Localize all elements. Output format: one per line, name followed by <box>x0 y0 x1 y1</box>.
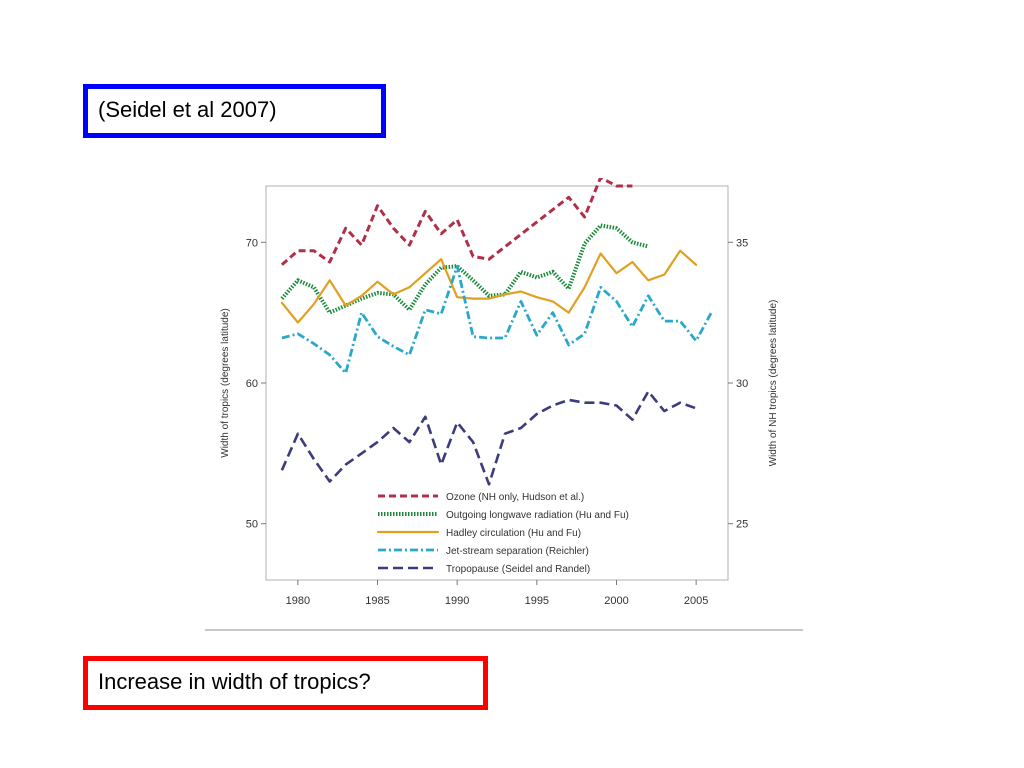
y-tick-label-left: 50 <box>246 519 258 531</box>
citation-box: (Seidel et al 2007) <box>83 84 386 138</box>
y-tick-label-left: 60 <box>246 378 258 390</box>
y-tick-label-right: 35 <box>736 237 748 249</box>
axis-ticks: 1980 1985 1990 1995 2000 2005 50 60 70 25 30 35 <box>246 237 749 607</box>
x-tick-label: 1985 <box>365 595 389 607</box>
y-axis-label-left: Width of tropics (degrees latitude) <box>220 308 231 458</box>
legend-label-2: Hadley circulation (Hu and Fu) <box>446 528 581 539</box>
x-tick-label: 1980 <box>286 595 310 607</box>
legend-label-4: Tropopause (Seidel and Randel) <box>446 564 590 575</box>
citation-text: (Seidel et al 2007) <box>98 97 277 122</box>
series-line-0 <box>280 178 633 266</box>
question-box: Increase in width of tropics? <box>83 656 488 710</box>
y-tick-label-right: 30 <box>736 378 748 390</box>
series-line-3 <box>281 264 714 375</box>
legend: Ozone (NH only, Hudson et al.) Outgoing l… <box>376 492 629 575</box>
legend-label-0: Ozone (NH only, Hudson et al.) <box>446 492 584 503</box>
y-tick-label-right: 25 <box>736 519 748 531</box>
series-line-1 <box>280 223 649 315</box>
x-tick-label: 2000 <box>604 595 628 607</box>
x-tick-label: 2005 <box>684 595 708 607</box>
question-text: Increase in width of tropics? <box>98 669 371 694</box>
y-tick-label-left: 70 <box>246 237 258 249</box>
y-axis-label-right: Width of NH tropics (degrees latitude) <box>768 300 779 467</box>
legend-label-1: Outgoing longwave radiation (Hu and Fu) <box>446 510 629 521</box>
tropics-width-chart: 1980 1985 1990 1995 2000 2005 50 60 70 25 30 35 Wid… <box>205 178 803 631</box>
legend-label-3: Jet-stream separation (Reichler) <box>446 546 589 557</box>
x-tick-label: 1995 <box>525 595 549 607</box>
series-line-2 <box>280 249 698 324</box>
data-series <box>280 178 714 486</box>
x-tick-label: 1990 <box>445 595 469 607</box>
series-line-4 <box>280 390 697 486</box>
